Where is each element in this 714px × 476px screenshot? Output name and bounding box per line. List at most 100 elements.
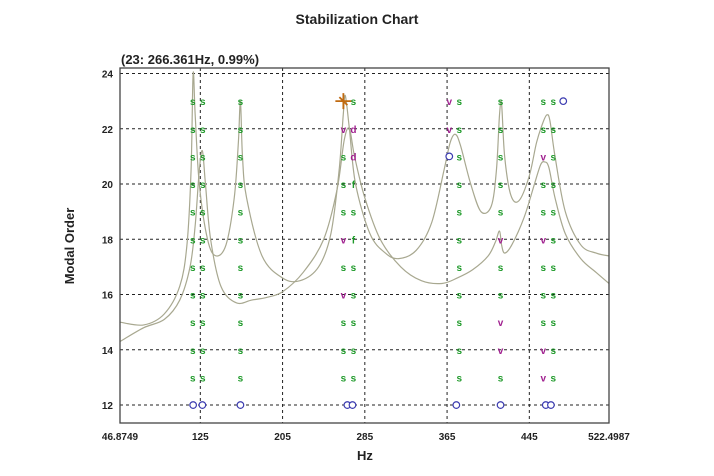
stability-marker-s: s — [190, 97, 196, 108]
stability-marker-s: s — [341, 152, 347, 163]
stability-marker-s: s — [456, 318, 462, 329]
stability-marker-s: s — [238, 373, 244, 384]
cursor-star-marker — [335, 93, 352, 110]
stability-marker-s: s — [456, 373, 462, 384]
stability-marker-s: s — [551, 346, 557, 357]
stability-marker-s: s — [541, 180, 547, 191]
plot-frame — [119, 67, 610, 424]
stability-marker-s: s — [456, 346, 462, 357]
stability-marker-s: s — [551, 208, 557, 219]
stability-marker-s: s — [351, 346, 357, 357]
stability-marker-v: v — [541, 373, 547, 384]
y-tick-label: 20 — [102, 180, 114, 191]
stability-marker-s: s — [341, 263, 347, 274]
stability-marker-s: s — [238, 346, 244, 357]
stability-marker-v: v — [498, 318, 504, 329]
stability-marker-s: s — [498, 208, 504, 219]
stability-marker-s: s — [238, 180, 244, 191]
stability-marker-s: s — [200, 318, 206, 329]
stability-marker-s: s — [200, 263, 206, 274]
stability-marker-s: s — [498, 125, 504, 136]
x-tick-label: 285 — [356, 432, 373, 443]
stability-marker-v: v — [541, 235, 547, 246]
stability-marker-d: d — [350, 125, 356, 136]
stability-marker-f: f — [352, 235, 356, 246]
circle-marker — [189, 401, 198, 409]
stability-marker-s: s — [238, 125, 244, 136]
stability-marker-s: s — [200, 291, 206, 302]
stability-marker-s: s — [341, 318, 347, 329]
frf-curve-2 — [119, 127, 610, 343]
stability-marker-s: s — [551, 373, 557, 384]
stability-marker-s: s — [238, 318, 244, 329]
circle-marker — [452, 401, 461, 409]
stability-marker-s: s — [190, 291, 196, 302]
stability-marker-s: s — [456, 125, 462, 136]
x-tick-label: 522.4987 — [588, 432, 630, 443]
circle-marker — [445, 152, 454, 161]
stability-marker-s: s — [200, 373, 206, 384]
x-tick-label: 365 — [439, 432, 456, 443]
stability-marker-s: s — [551, 291, 557, 302]
stability-marker-s: s — [541, 291, 547, 302]
stability-marker-v: v — [446, 97, 452, 108]
stability-marker-s: s — [238, 291, 244, 302]
stability-marker-s: s — [200, 125, 206, 136]
stability-marker-s: s — [351, 318, 357, 329]
stability-marker-s: s — [190, 208, 196, 219]
stability-marker-s: s — [541, 263, 547, 274]
stability-marker-s: s — [200, 152, 206, 163]
stability-marker-s: s — [341, 208, 347, 219]
stability-marker-s: s — [551, 180, 557, 191]
stability-marker-s: s — [456, 263, 462, 274]
stability-marker-s: s — [200, 97, 206, 108]
y-tick-label: 12 — [102, 401, 114, 412]
stability-marker-s: s — [498, 263, 504, 274]
stability-marker-s: s — [200, 208, 206, 219]
stability-marker-v: v — [341, 235, 347, 246]
stability-marker-s: s — [190, 263, 196, 274]
circle-marker — [496, 401, 505, 409]
stability-marker-s: s — [456, 235, 462, 246]
circle-marker — [348, 401, 357, 409]
stability-marker-s: s — [341, 180, 347, 191]
stability-marker-s: s — [351, 373, 357, 384]
stability-marker-s: s — [190, 152, 196, 163]
circle-marker — [198, 401, 207, 409]
stability-marker-v: v — [341, 291, 347, 302]
stability-marker-s: s — [551, 235, 557, 246]
stability-marker-s: s — [238, 97, 244, 108]
stability-marker-s: s — [351, 208, 357, 219]
stability-marker-s: s — [551, 152, 557, 163]
stability-marker-s: s — [456, 180, 462, 191]
x-tick-label: 445 — [521, 432, 538, 443]
stability-marker-s: s — [456, 152, 462, 163]
stability-marker-s: s — [551, 97, 557, 108]
stability-marker-s: s — [551, 125, 557, 136]
stability-marker-s: s — [498, 152, 504, 163]
x-tick-label: 205 — [274, 432, 291, 443]
y-axis-label: Modal Order — [62, 208, 77, 285]
stability-marker-s: s — [498, 180, 504, 191]
stability-marker-s: s — [551, 263, 557, 274]
chart-title: Stabilization Chart — [296, 11, 419, 27]
y-tick-label: 18 — [102, 235, 114, 246]
stability-marker-s: s — [200, 180, 206, 191]
y-tick-label: 24 — [102, 70, 114, 81]
y-tick-label: 16 — [102, 291, 114, 302]
cursor-readout: (23: 266.361Hz, 0.99%) — [121, 52, 259, 67]
stability-marker-v: v — [498, 235, 504, 246]
stability-marker-s: s — [541, 208, 547, 219]
x-axis-label: Hz — [357, 448, 373, 463]
stability-marker-s: s — [190, 180, 196, 191]
circle-marker — [559, 97, 568, 106]
stability-marker-s: s — [541, 318, 547, 329]
stability-marker-s: s — [498, 97, 504, 108]
stability-marker-s: s — [541, 125, 547, 136]
stability-marker-s: s — [190, 373, 196, 384]
y-tick-label: 14 — [102, 346, 114, 357]
x-tick-label: 125 — [192, 432, 209, 443]
stability-marker-s: s — [551, 318, 557, 329]
stability-marker-s: s — [456, 208, 462, 219]
stability-marker-s: s — [351, 97, 357, 108]
